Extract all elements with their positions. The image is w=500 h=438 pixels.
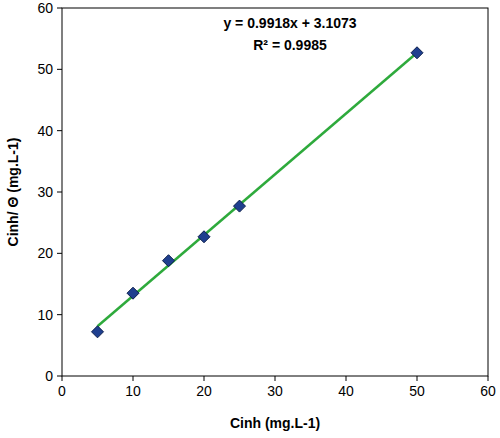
plot-area [92, 47, 424, 338]
x-tick [133, 376, 134, 381]
x-tick [417, 376, 418, 381]
y-tick [57, 192, 62, 193]
x-tick-label: 40 [338, 383, 354, 399]
data-point [127, 287, 139, 299]
y-tick-label: 10 [37, 307, 53, 323]
y-tick [57, 130, 62, 131]
x-tick [204, 376, 205, 381]
y-tick [57, 314, 62, 315]
x-tick-label: 50 [409, 383, 425, 399]
y-tick [57, 376, 62, 377]
y-tick-label: 20 [37, 245, 53, 261]
x-tick-label: 60 [480, 383, 496, 399]
x-tick [275, 376, 276, 381]
y-tick [57, 253, 62, 254]
y-tick-label: 40 [37, 123, 53, 139]
x-axis-label: Cinh (mg.L-1) [230, 415, 320, 431]
x-tick [62, 376, 63, 381]
y-tick-label: 30 [37, 184, 53, 200]
annotation: R² = 0.9985 [253, 37, 327, 53]
x-tick-label: 30 [267, 383, 283, 399]
data-point [198, 231, 210, 243]
y-tick-label: 0 [45, 368, 53, 384]
y-tick-label: 50 [37, 61, 53, 77]
x-tick-label: 20 [196, 383, 212, 399]
x-tick-label: 10 [125, 383, 141, 399]
x-tick [488, 376, 489, 381]
data-point [234, 200, 246, 212]
y-axis-label: Cinh/ Θ (mg.L-1) [5, 138, 21, 247]
data-point [411, 47, 423, 59]
plot-frame [62, 8, 488, 376]
data-point [92, 326, 104, 338]
y-tick [57, 69, 62, 70]
trend-line [98, 53, 418, 327]
y-tick-label: 60 [37, 0, 53, 16]
y-tick [57, 8, 62, 9]
x-tick [346, 376, 347, 381]
chart: 0 10 20 30 40 50 60 0 10 20 30 40 50 60 Cinh (mg.L-1) C… [0, 0, 500, 438]
x-tick-label: 0 [58, 383, 66, 399]
data-point [163, 255, 175, 267]
annotation: y = 0.9918x + 3.1073 [223, 15, 356, 31]
